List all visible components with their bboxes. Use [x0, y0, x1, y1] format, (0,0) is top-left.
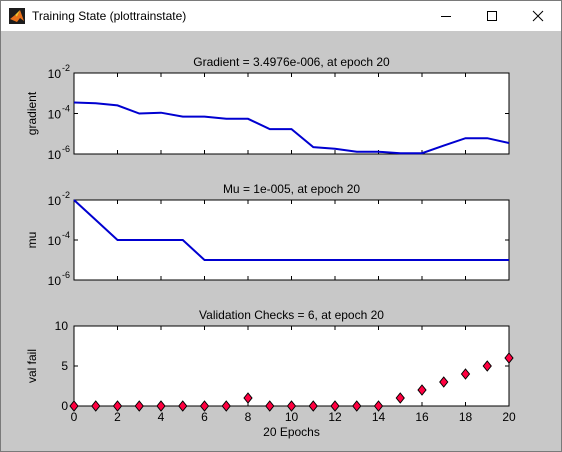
data-point-marker — [221, 400, 231, 412]
minimize-button[interactable] — [423, 1, 469, 31]
axes-3 — [73, 325, 510, 407]
window-title: Training State (plottrainstate) — [32, 9, 187, 23]
data-point-marker — [156, 400, 166, 412]
close-button[interactable] — [515, 1, 561, 31]
y-tick-exponent: -4 — [62, 230, 70, 240]
axes-title: Mu = 1e-005, at epoch 20 — [223, 182, 360, 196]
data-point-marker — [265, 400, 275, 412]
data-point-marker — [199, 400, 210, 412]
data-point-marker — [112, 400, 123, 412]
x-axis-label: 20 Epochs — [263, 425, 320, 439]
y-tick-label: 5 — [61, 359, 68, 373]
x-tick-label: 0 — [71, 410, 78, 424]
x-tick-label: 10 — [285, 410, 299, 424]
close-icon — [532, 10, 544, 22]
maximize-icon — [487, 11, 497, 21]
data-point-marker — [482, 360, 492, 372]
y-axis-label: val fail — [25, 349, 39, 383]
axes-title: Gradient = 3.4976e-006, at epoch 20 — [193, 55, 390, 69]
data-point-marker — [417, 384, 427, 396]
y-tick-label: 10 — [48, 234, 62, 248]
maximize-button[interactable] — [469, 1, 515, 31]
x-tick-label: 2 — [114, 410, 121, 424]
data-point-marker — [243, 392, 253, 404]
y-tick-label: 0 — [61, 399, 68, 413]
x-tick-label: 18 — [459, 410, 473, 424]
x-tick-label: 14 — [372, 410, 386, 424]
y-tick-label: 10 — [48, 108, 62, 122]
axes-title: Validation Checks = 6, at epoch 20 — [199, 308, 384, 322]
y-tick-label: 10 — [48, 67, 62, 81]
data-point-marker — [91, 400, 101, 412]
series-line — [73, 199, 509, 261]
x-tick-label: 12 — [328, 410, 342, 424]
y-tick-exponent: -4 — [62, 104, 70, 114]
y-tick-label: 10 — [48, 274, 62, 288]
x-tick-label: 16 — [415, 410, 429, 424]
x-tick-label: 4 — [158, 410, 165, 424]
data-point-marker — [69, 400, 79, 412]
x-tick-label: 8 — [245, 410, 252, 424]
x-tick-label: 20 — [502, 410, 516, 424]
data-point-marker — [286, 400, 297, 412]
y-tick-label: 10 — [55, 319, 69, 333]
data-point-marker — [134, 400, 144, 412]
minimize-icon — [441, 16, 451, 17]
data-point-marker — [330, 400, 340, 412]
y-tick-exponent: -6 — [62, 270, 70, 280]
data-point-marker — [373, 400, 384, 412]
y-axis-label: mu — [25, 232, 39, 249]
matlab-app-icon — [9, 8, 25, 24]
data-point-marker — [504, 352, 514, 364]
x-tick-label: 6 — [201, 410, 208, 424]
data-point-marker — [439, 376, 449, 388]
y-tick-exponent: -2 — [62, 63, 70, 73]
training-state-plots: 10-610-410-2 Gradient = 3.4976e-006, at e… — [25, 55, 516, 439]
y-tick-exponent: -6 — [62, 144, 70, 154]
series-line — [73, 101, 510, 155]
data-point-marker — [395, 392, 405, 404]
data-point-marker — [308, 400, 318, 412]
y-tick-label: 10 — [48, 194, 62, 208]
y-tick-exponent: -2 — [62, 190, 70, 200]
data-point-marker — [352, 400, 362, 412]
data-point-marker — [178, 400, 188, 412]
y-axis-label: gradient — [25, 91, 39, 135]
y-tick-label: 10 — [48, 148, 62, 162]
data-point-marker — [460, 368, 471, 380]
title-bar[interactable]: Training State (plottrainstate) — [1, 1, 561, 31]
